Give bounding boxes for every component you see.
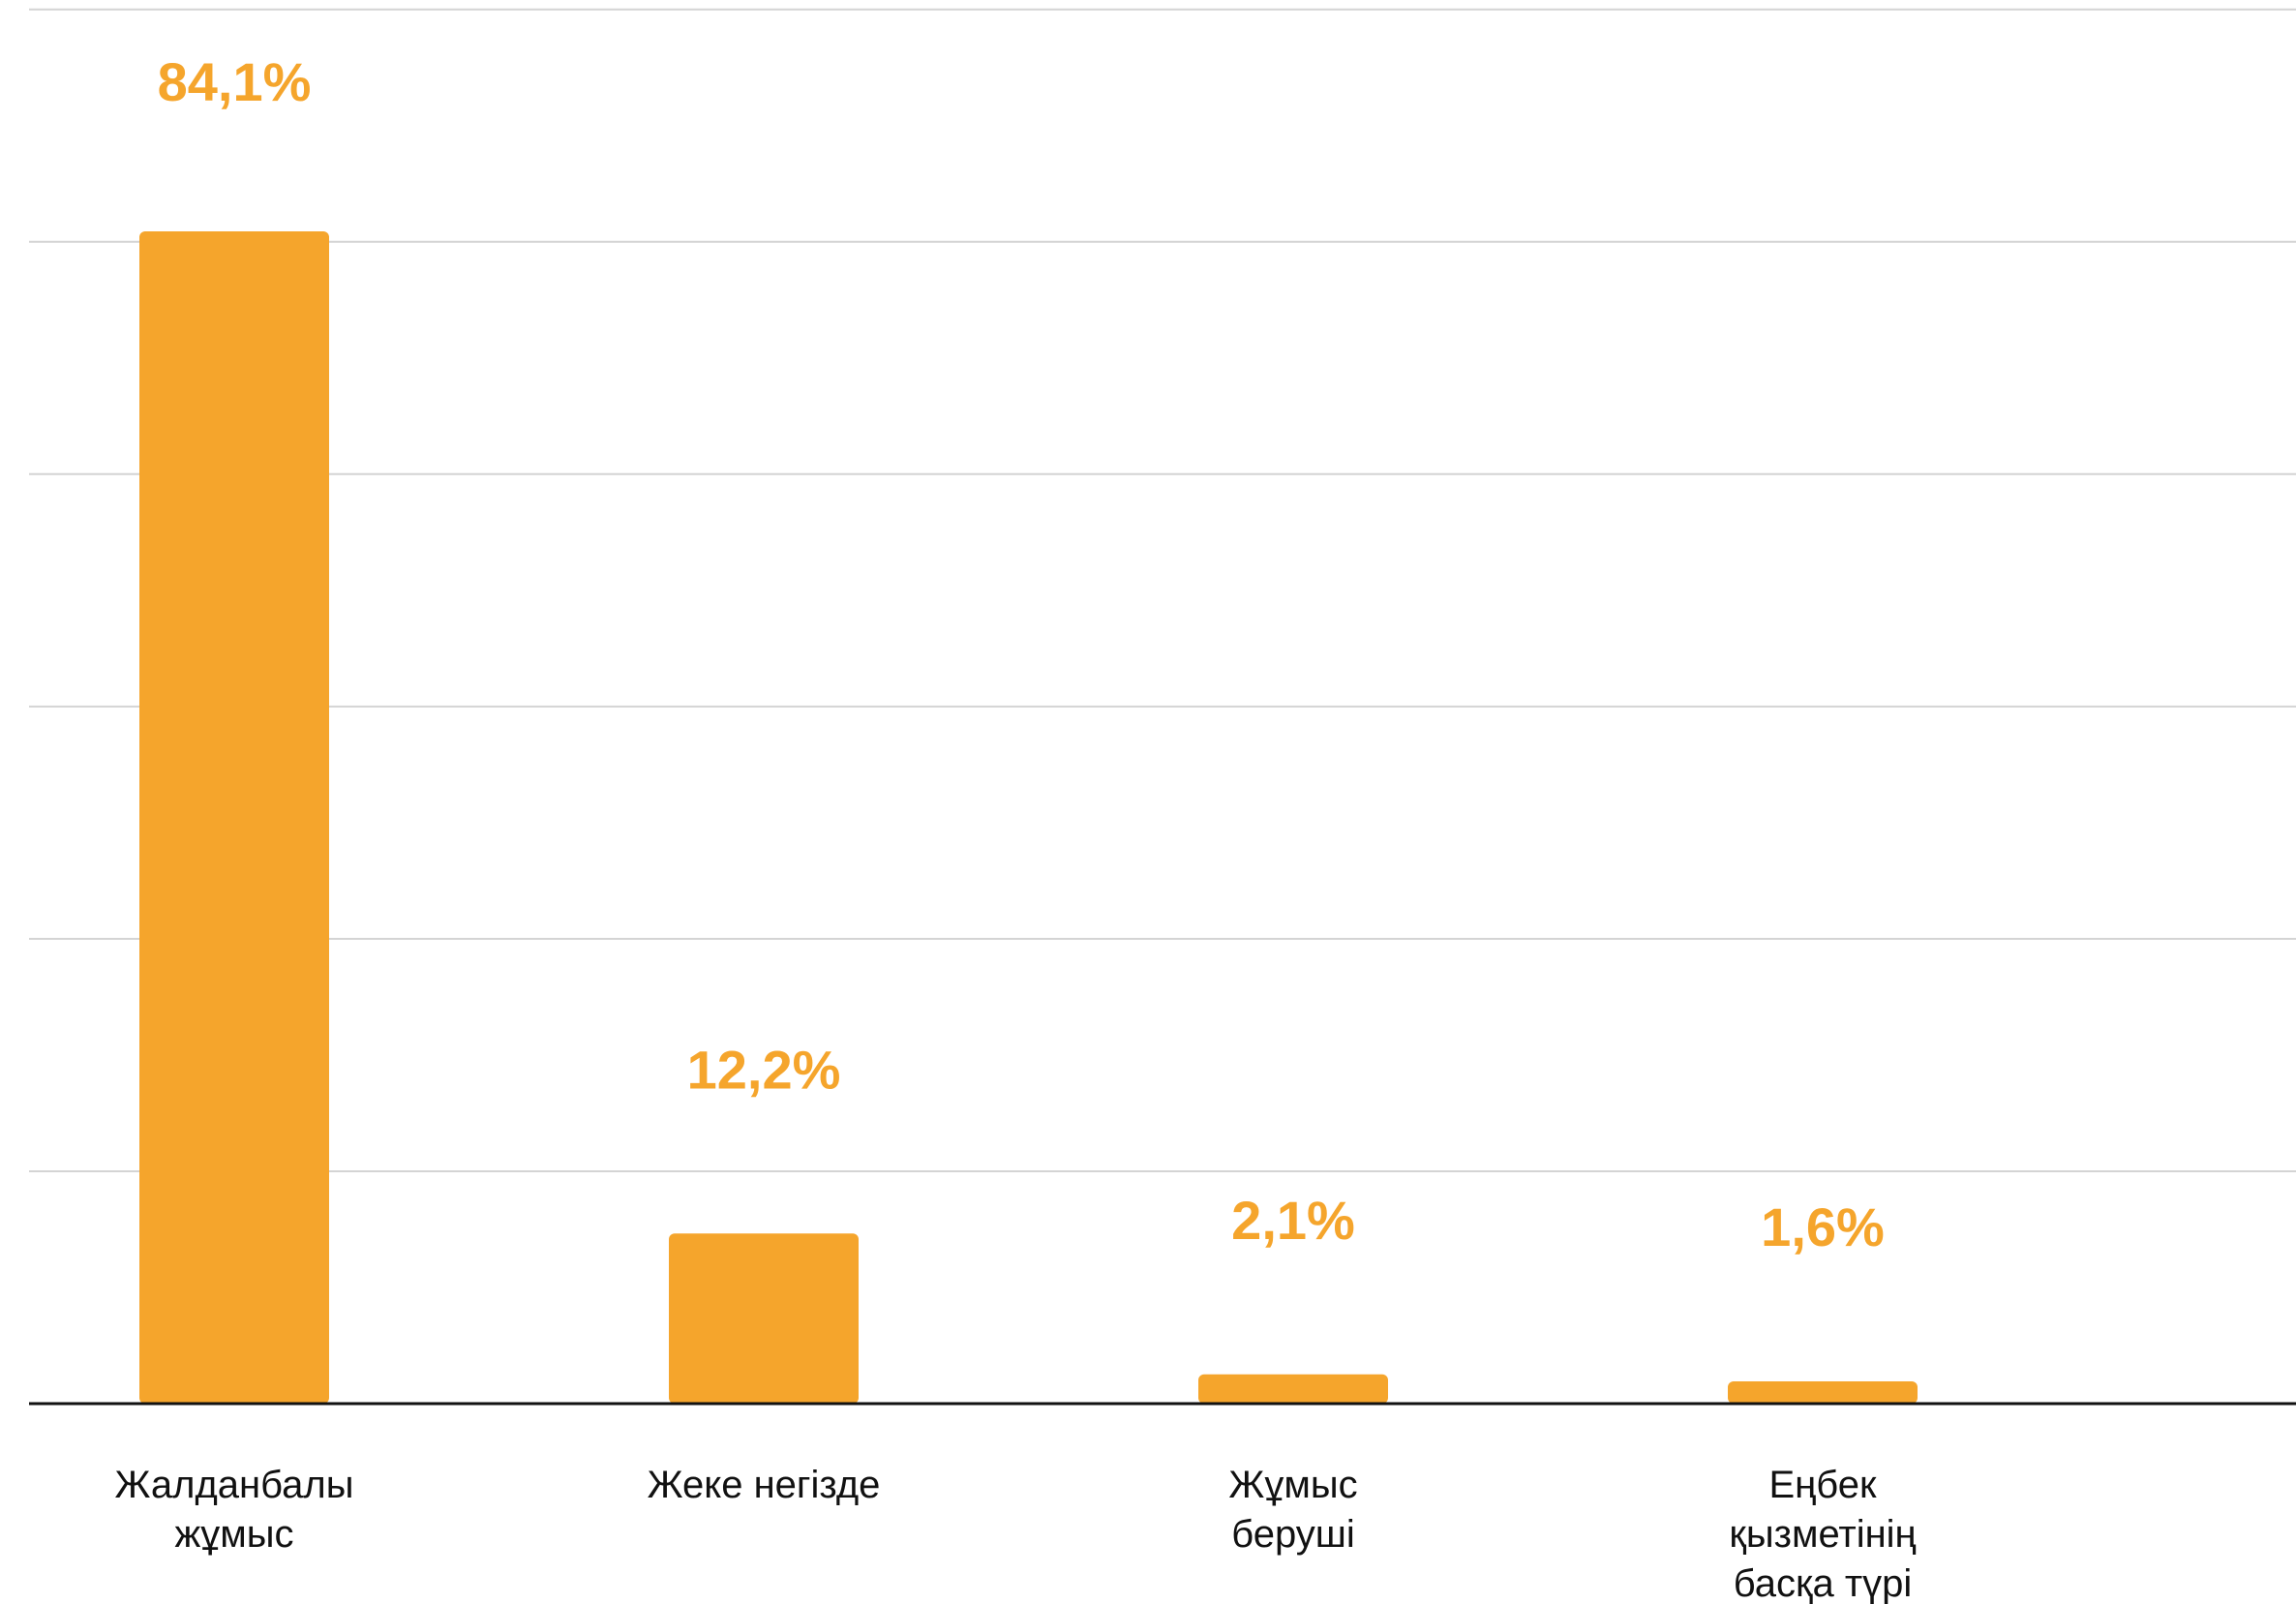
gridlines (29, 8, 2296, 1172)
category-label-line: Еңбек (1769, 1464, 1877, 1506)
data-label: 1,6% (1761, 1196, 1885, 1257)
bar (1198, 1374, 1388, 1404)
bars (139, 231, 1918, 1404)
category-label-line: Жалданбалы (115, 1464, 354, 1506)
category-label-line: Жұмыс (1228, 1464, 1357, 1506)
category-label-line: беруші (1231, 1513, 1354, 1556)
category-label: Жалданбалы жұмыс (115, 1464, 354, 1556)
category-label: Еңбек қызметінің басқа түрі (1729, 1464, 1916, 1604)
category-label-line: басқа түрі (1734, 1562, 1913, 1604)
data-label: 12,2% (687, 1039, 841, 1100)
category-label-line: Жеке негізде (648, 1464, 881, 1506)
category-label: Жұмыс беруші (1228, 1464, 1357, 1556)
value-labels: 84,1% 12,2% 2,1% 1,6% (158, 51, 1885, 1257)
category-label-line: жұмыс (174, 1513, 293, 1556)
data-label: 84,1% (158, 51, 312, 112)
data-label: 2,1% (1231, 1190, 1355, 1251)
bar (1728, 1381, 1918, 1404)
bar (139, 231, 329, 1404)
category-label: Жеке негізде (648, 1464, 881, 1506)
category-labels: Жалданбалы жұмыс Жеке негізде Жұмыс беруші Ең… (115, 1464, 1917, 1604)
bar (669, 1233, 859, 1404)
category-label-line: қызметінің (1729, 1513, 1916, 1556)
